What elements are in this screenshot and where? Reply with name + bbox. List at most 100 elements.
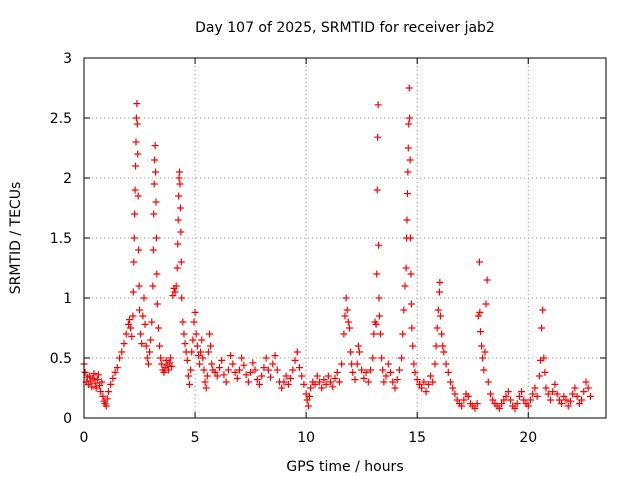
y-tick-label: 0.5 <box>50 351 72 367</box>
data-point <box>569 390 577 398</box>
data-point <box>427 372 435 380</box>
data-point <box>132 114 140 122</box>
data-point <box>526 396 534 404</box>
data-point <box>506 396 514 404</box>
data-point <box>153 270 161 278</box>
data-point <box>134 192 142 200</box>
data-point <box>541 368 549 376</box>
data-point <box>280 378 288 386</box>
data-point <box>153 300 161 308</box>
data-point <box>404 168 412 176</box>
data-point <box>187 366 195 374</box>
data-point <box>315 378 323 386</box>
data-point <box>364 378 372 386</box>
data-point <box>129 288 137 296</box>
data-point <box>500 396 508 404</box>
data-point <box>358 366 366 374</box>
data-point <box>264 366 272 374</box>
data-point <box>206 330 214 338</box>
data-point <box>213 372 221 380</box>
data-point <box>460 396 468 404</box>
data-point <box>520 396 528 404</box>
data-point <box>132 138 140 146</box>
data-point <box>253 376 261 384</box>
data-point <box>220 371 228 379</box>
data-point <box>142 342 150 350</box>
data-point <box>156 342 164 350</box>
data-point <box>434 306 442 314</box>
data-point <box>132 162 140 170</box>
data-point <box>549 388 557 396</box>
data-point <box>413 376 421 384</box>
data-point <box>177 258 185 266</box>
data-point <box>384 360 392 368</box>
data-point <box>367 366 375 374</box>
data-point <box>177 228 185 236</box>
data-point <box>211 368 219 376</box>
data-point <box>329 383 337 391</box>
data-point <box>305 392 313 400</box>
data-point <box>322 380 330 388</box>
data-point <box>90 370 98 378</box>
data-point <box>382 372 390 380</box>
data-point <box>562 396 570 404</box>
data-point <box>436 278 444 286</box>
data-point <box>133 100 141 108</box>
data-point <box>375 312 383 320</box>
data-point <box>377 330 385 338</box>
data-point <box>379 366 387 374</box>
data-point <box>418 384 426 392</box>
data-point <box>586 392 594 400</box>
data-point <box>151 156 159 164</box>
data-point <box>149 282 157 290</box>
data-point <box>438 330 446 338</box>
data-point <box>238 354 246 362</box>
data-point <box>473 400 481 408</box>
data-point <box>571 384 579 392</box>
data-point <box>578 396 586 404</box>
data-point <box>354 342 362 350</box>
data-point <box>130 234 138 242</box>
data-point <box>94 371 102 379</box>
data-point <box>584 384 592 392</box>
data-point <box>407 300 415 308</box>
data-point <box>235 366 243 374</box>
data-point <box>484 378 492 386</box>
data-point <box>338 360 346 368</box>
data-point <box>136 306 144 314</box>
data-point <box>575 400 583 408</box>
data-point <box>260 364 268 372</box>
data-point <box>102 402 110 410</box>
data-point <box>207 342 215 350</box>
data-point <box>476 308 484 316</box>
data-point <box>135 282 143 290</box>
data-point <box>183 356 191 364</box>
data-point <box>353 360 361 368</box>
data-point <box>208 360 216 368</box>
data-point <box>320 376 328 384</box>
data-point <box>244 378 252 386</box>
data-point <box>139 312 147 320</box>
data-point <box>295 364 303 372</box>
data-point <box>150 210 158 218</box>
data-point <box>98 378 106 386</box>
data-point <box>129 312 137 320</box>
data-point <box>184 372 192 380</box>
x-tick-label: 5 <box>191 430 200 446</box>
data-point <box>437 312 445 320</box>
data-point <box>178 294 186 302</box>
data-point <box>81 368 89 376</box>
data-point <box>158 360 166 368</box>
data-point <box>389 378 397 386</box>
data-point <box>444 368 452 376</box>
y-tick-label: 0 <box>63 411 72 427</box>
data-point <box>529 390 537 398</box>
data-point <box>480 366 488 374</box>
data-point <box>453 396 461 404</box>
data-point <box>422 388 430 396</box>
data-point <box>375 241 383 249</box>
data-point <box>360 374 368 382</box>
data-point <box>347 348 355 356</box>
data-point <box>88 383 96 391</box>
